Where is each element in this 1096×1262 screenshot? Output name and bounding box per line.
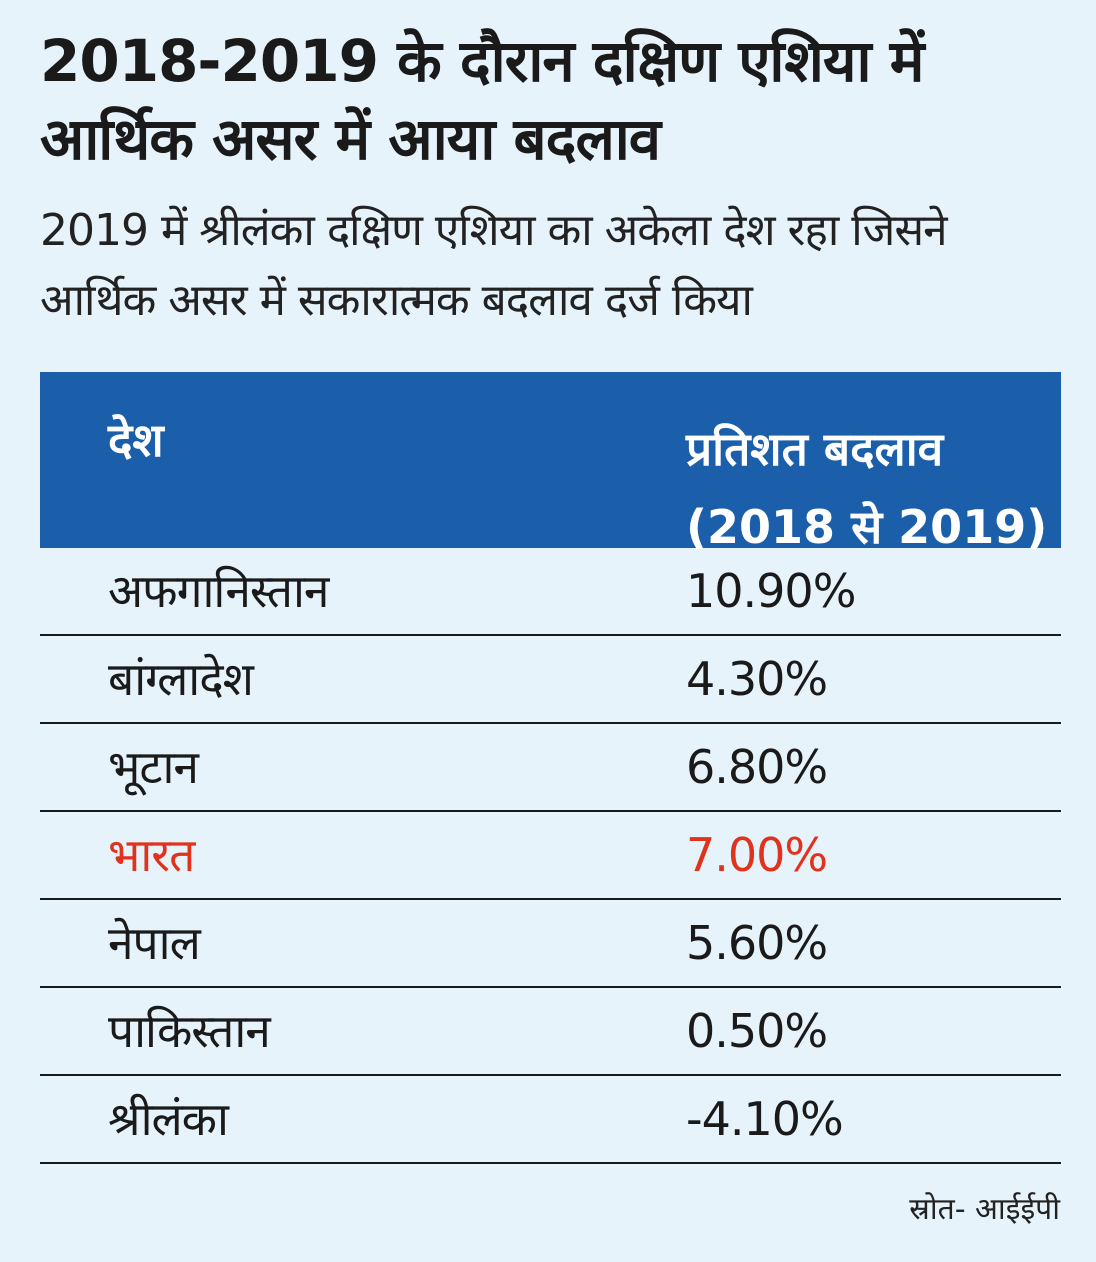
table-row: भूटान 6.80% [40, 724, 1061, 812]
chart-subtitle: 2019 में श्रीलंका दक्षिण एशिया का अकेला … [40, 205, 948, 326]
table-row: बांग्लादेश 4.30% [40, 636, 1061, 724]
row-country: अफगानिस्तान [108, 564, 329, 618]
row-value: 6.80% [686, 740, 828, 794]
header-change-period: (2018 से 2019) [686, 500, 1048, 554]
row-value: 0.50% [686, 1004, 828, 1058]
row-country: श्रीलंका [108, 1092, 229, 1146]
row-value: 7.00% [686, 828, 828, 882]
header-country: देश [108, 413, 164, 467]
header-change-label: प्रतिशत बदलाव [686, 422, 944, 476]
row-country: भारत [108, 828, 195, 882]
data-table: देश प्रतिशत बदलाव (2018 से 2019) अफगानिस… [40, 372, 1061, 1164]
row-value: -4.10% [686, 1092, 844, 1146]
row-value: 4.30% [686, 652, 828, 706]
table-row: पाकिस्तान 0.50% [40, 988, 1061, 1076]
header-change: प्रतिशत बदलाव (2018 से 2019) [686, 410, 1047, 566]
table-row: नेपाल 5.60% [40, 900, 1061, 988]
chart-title: 2018-2019 के दौरान दक्षिण एशिया में आर्थ… [40, 27, 924, 173]
row-country: बांग्लादेश [108, 652, 254, 706]
table-row: श्रीलंका -4.10% [40, 1076, 1061, 1164]
source-note: स्रोत- आईईपी [909, 1192, 1060, 1227]
row-country: भूटान [108, 740, 199, 794]
table-row: भारत 7.00% [40, 812, 1061, 900]
row-country: नेपाल [108, 916, 201, 970]
row-value: 5.60% [686, 916, 828, 970]
table-header: देश प्रतिशत बदलाव (2018 से 2019) [40, 372, 1061, 554]
table-body: अफगानिस्तान 10.90% बांग्लादेश 4.30% भूटान 6.8… [40, 548, 1061, 1164]
table-row: अफगानिस्तान 10.90% [40, 548, 1061, 636]
row-country: पाकिस्तान [108, 1004, 271, 1058]
row-value: 10.90% [686, 564, 856, 618]
